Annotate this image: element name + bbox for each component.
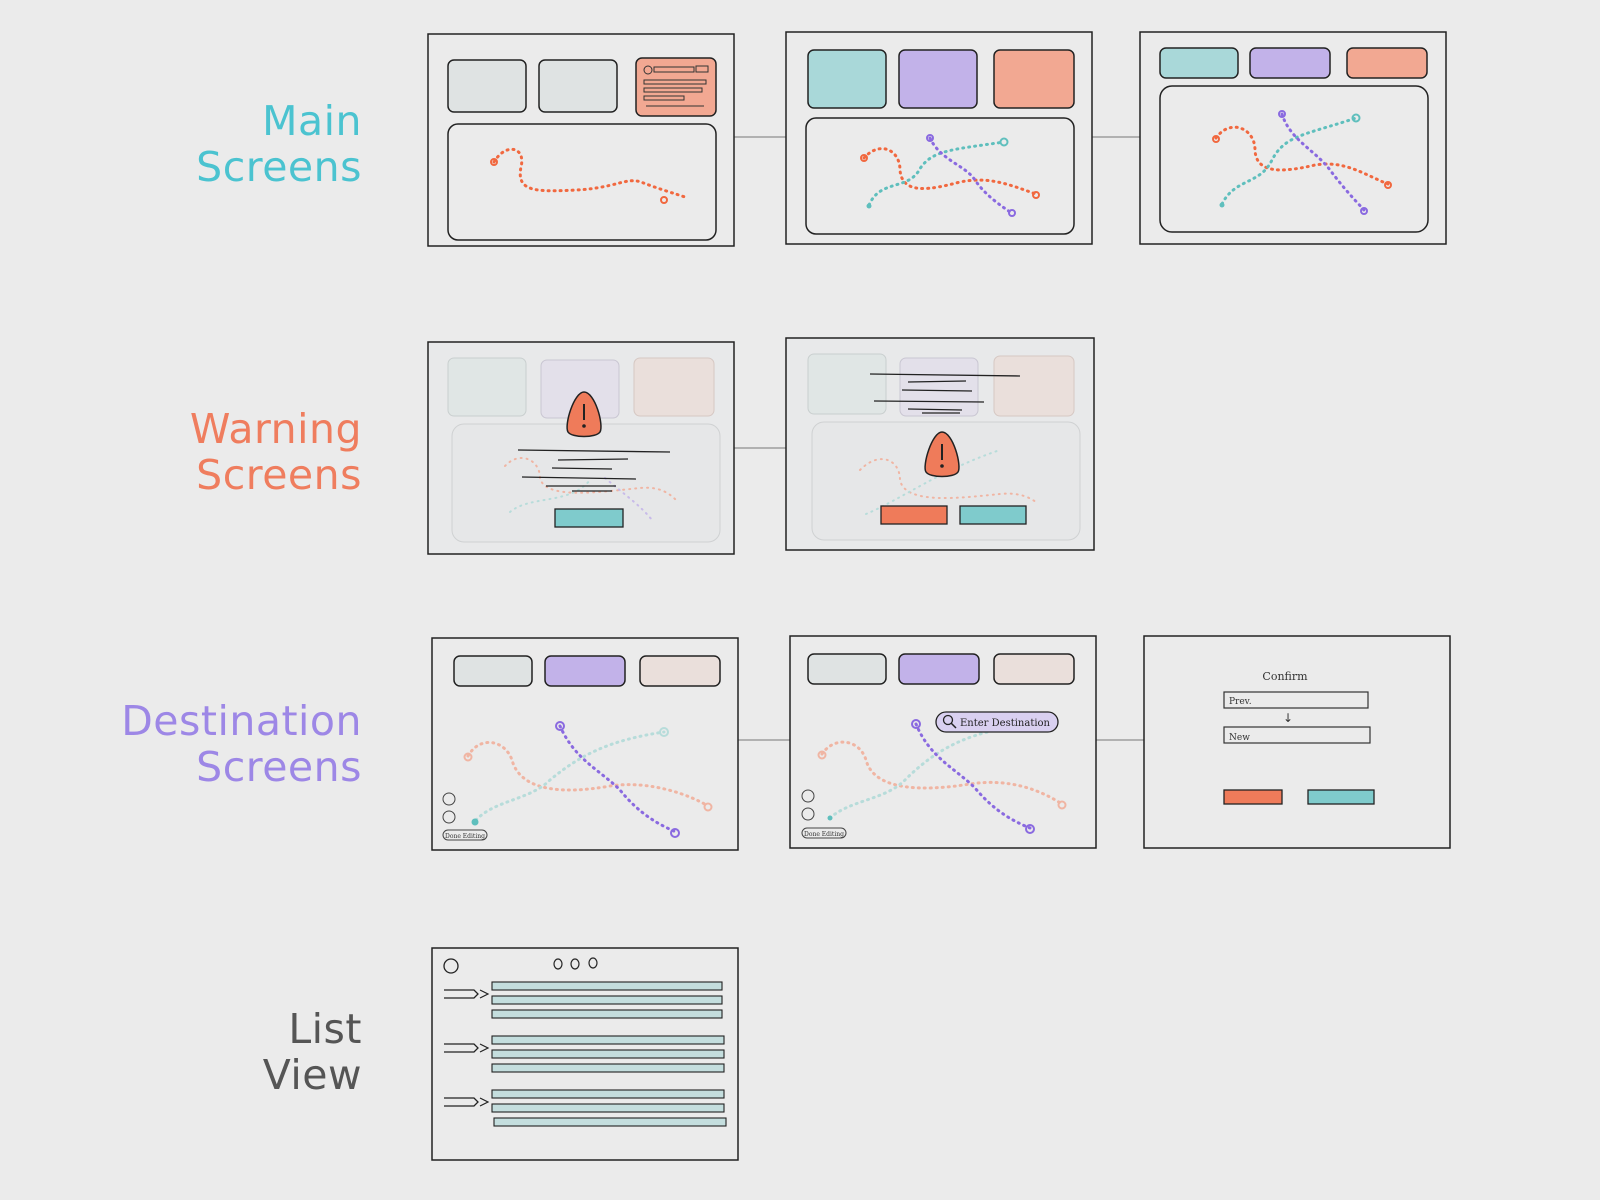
- tab-card: [538, 59, 618, 113]
- list-item[interactable]: [491, 1009, 723, 1019]
- main-screen-2: [785, 31, 1093, 245]
- search-icon: [942, 714, 957, 729]
- arrow-right-icon: [444, 1043, 479, 1053]
- destination-screens-label-line1: Destination: [121, 697, 362, 745]
- cancel-button[interactable]: [1223, 789, 1283, 805]
- page-dot-icon[interactable]: [588, 957, 598, 969]
- new-destination-field[interactable]: [1223, 726, 1371, 744]
- destination-screen-1: Done Editing: [431, 637, 739, 851]
- list-item[interactable]: [493, 1117, 727, 1127]
- destination-screens-label: Destination Screens: [0, 698, 362, 790]
- list-view-label-line1: List: [288, 1005, 362, 1053]
- list-view-label: List View: [0, 1006, 362, 1098]
- search-input[interactable]: [935, 711, 1059, 733]
- map-area: [447, 123, 717, 241]
- map-area: [1159, 85, 1429, 233]
- tab-card: [447, 59, 527, 113]
- warning-screens-label: Warning Screens: [0, 406, 362, 498]
- done-editing-label: Done Editing: [804, 831, 844, 838]
- list-group[interactable]: [444, 981, 723, 1019]
- warning-triangle-icon: [566, 391, 602, 438]
- confirm-title: Confirm: [1262, 670, 1308, 683]
- zoom-out-icon[interactable]: [442, 810, 456, 824]
- main-screen-3: [1139, 31, 1447, 245]
- route-coral: [862, 147, 1038, 196]
- continue-button[interactable]: [959, 505, 1027, 525]
- page-dot-icon[interactable]: [553, 958, 563, 970]
- zoom-in-icon[interactable]: [801, 789, 815, 803]
- list-item[interactable]: [491, 1089, 725, 1099]
- tab-card: [1249, 47, 1331, 79]
- previous-destination-field[interactable]: [1223, 691, 1369, 709]
- route-purple: [928, 136, 1012, 214]
- menu-icon[interactable]: [443, 958, 459, 974]
- main-screen-1: [427, 33, 735, 247]
- warning-screen-2: [785, 337, 1095, 551]
- main-screens-label: Main Screens: [0, 98, 362, 190]
- route-purple: [558, 724, 678, 834]
- warning-screen-1: [427, 341, 735, 555]
- page-dot-icon[interactable]: [570, 958, 580, 970]
- ok-button[interactable]: [554, 508, 624, 528]
- list-view-label-line2: View: [262, 1051, 362, 1099]
- list-group[interactable]: [444, 1089, 727, 1127]
- done-editing-button[interactable]: [801, 827, 847, 839]
- tab-card: [1159, 47, 1239, 79]
- destination-screens-label-line2: Screens: [196, 743, 362, 791]
- list-item[interactable]: [491, 1049, 725, 1059]
- warning-screens-label-line1: Warning: [189, 405, 362, 453]
- warning-message-lines: [517, 449, 671, 492]
- arrow-down-icon: ↓: [1283, 711, 1293, 725]
- list-item[interactable]: [491, 995, 723, 1005]
- done-editing-label: Done Editing: [445, 833, 485, 840]
- route-teal: [867, 140, 1006, 207]
- list-group[interactable]: [444, 1035, 725, 1073]
- main-screens-label-line1: Main: [262, 97, 362, 145]
- zoom-in-icon[interactable]: [442, 792, 456, 806]
- previous-destination-label: Prev.: [1229, 697, 1252, 707]
- warning-message-lines: [869, 373, 1021, 414]
- list-item[interactable]: [491, 1035, 725, 1045]
- route-purple: [914, 722, 1032, 830]
- tab-card: [898, 49, 978, 109]
- destination-confirm-screen: Confirm Prev. ↓ New: [1143, 635, 1451, 849]
- tab-card: [1346, 47, 1428, 79]
- map-area: [805, 117, 1075, 235]
- destination-screen-2: Enter Destination Done Editing: [789, 635, 1097, 849]
- arrow-right-icon: [444, 1097, 479, 1107]
- new-destination-label: New: [1229, 733, 1250, 743]
- zoom-out-icon[interactable]: [801, 807, 815, 821]
- tab-card: [807, 49, 887, 109]
- list-view-screen: [431, 947, 739, 1161]
- done-editing-button[interactable]: [442, 829, 488, 841]
- flow-connectors: [734, 136, 1144, 741]
- tab-card: [993, 49, 1075, 109]
- list-item[interactable]: [491, 1103, 725, 1113]
- route-purple: [1280, 112, 1366, 212]
- arrow-right-icon: [444, 989, 479, 999]
- route-coral: [1214, 125, 1390, 186]
- search-placeholder: Enter Destination: [960, 718, 1051, 729]
- warning-triangle-icon: [924, 431, 960, 478]
- list-item[interactable]: [491, 1063, 725, 1073]
- cancel-button[interactable]: [880, 505, 948, 525]
- confirm-button[interactable]: [1307, 789, 1375, 805]
- warning-screens-label-line2: Screens: [196, 451, 362, 499]
- list-item[interactable]: [491, 981, 723, 991]
- route-teal: [1220, 116, 1358, 206]
- main-screens-label-line2: Screens: [196, 143, 362, 191]
